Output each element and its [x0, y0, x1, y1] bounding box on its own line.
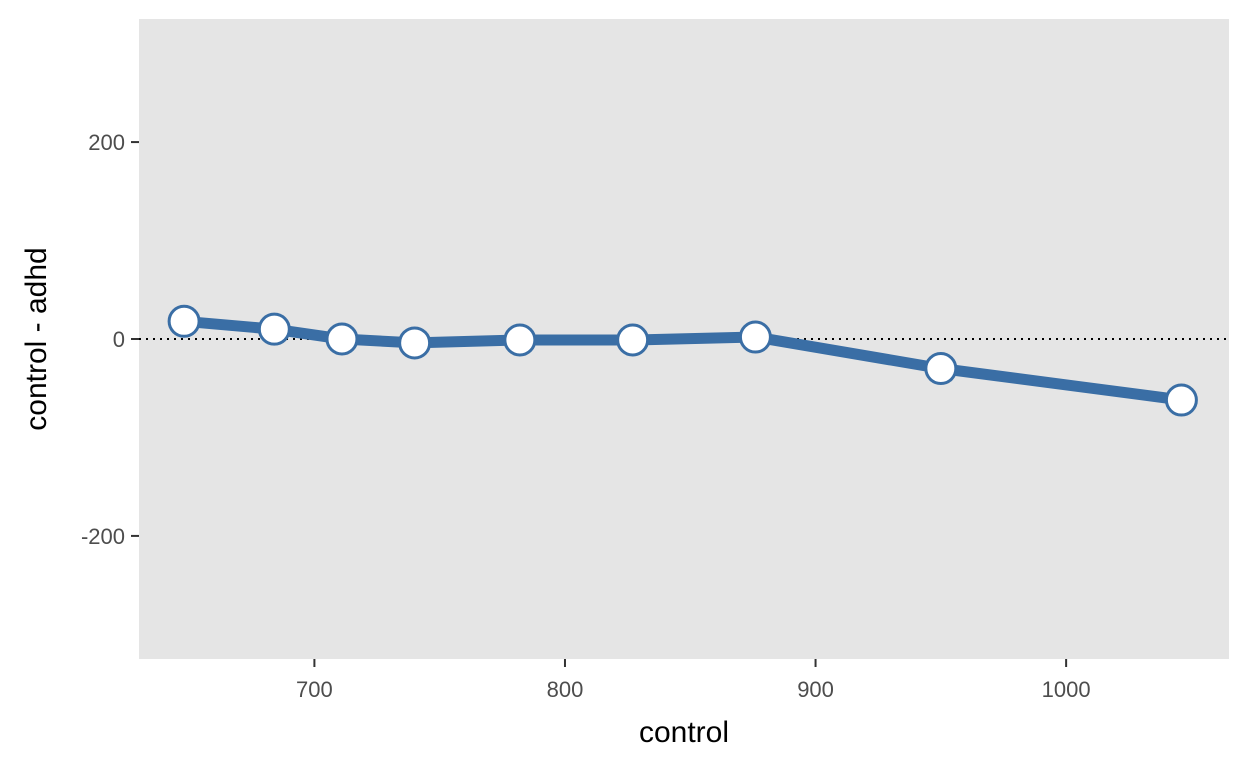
data-point	[616, 323, 650, 357]
x-tick-label: 700	[296, 677, 333, 702]
data-point	[924, 352, 958, 386]
data-point	[738, 320, 772, 354]
x-axis-title: control	[639, 716, 729, 749]
x-tick-label: 800	[547, 677, 584, 702]
series-points	[167, 304, 1198, 417]
data-point	[257, 312, 291, 346]
x-tick-label: 900	[797, 677, 834, 702]
data-point	[167, 304, 201, 338]
data-point	[398, 326, 432, 360]
y-tick-label: 0	[113, 327, 125, 352]
data-point	[325, 322, 359, 356]
y-tick-label: 200	[88, 130, 125, 155]
data-point	[1164, 383, 1198, 417]
data-point	[503, 323, 537, 357]
y-axis-title: control - adhd	[20, 247, 53, 430]
y-tick-label: -200	[81, 524, 125, 549]
x-tick-label: 1000	[1042, 677, 1091, 702]
axis-ticks: 700 800 900 1000 -200 0 200	[81, 130, 1091, 702]
